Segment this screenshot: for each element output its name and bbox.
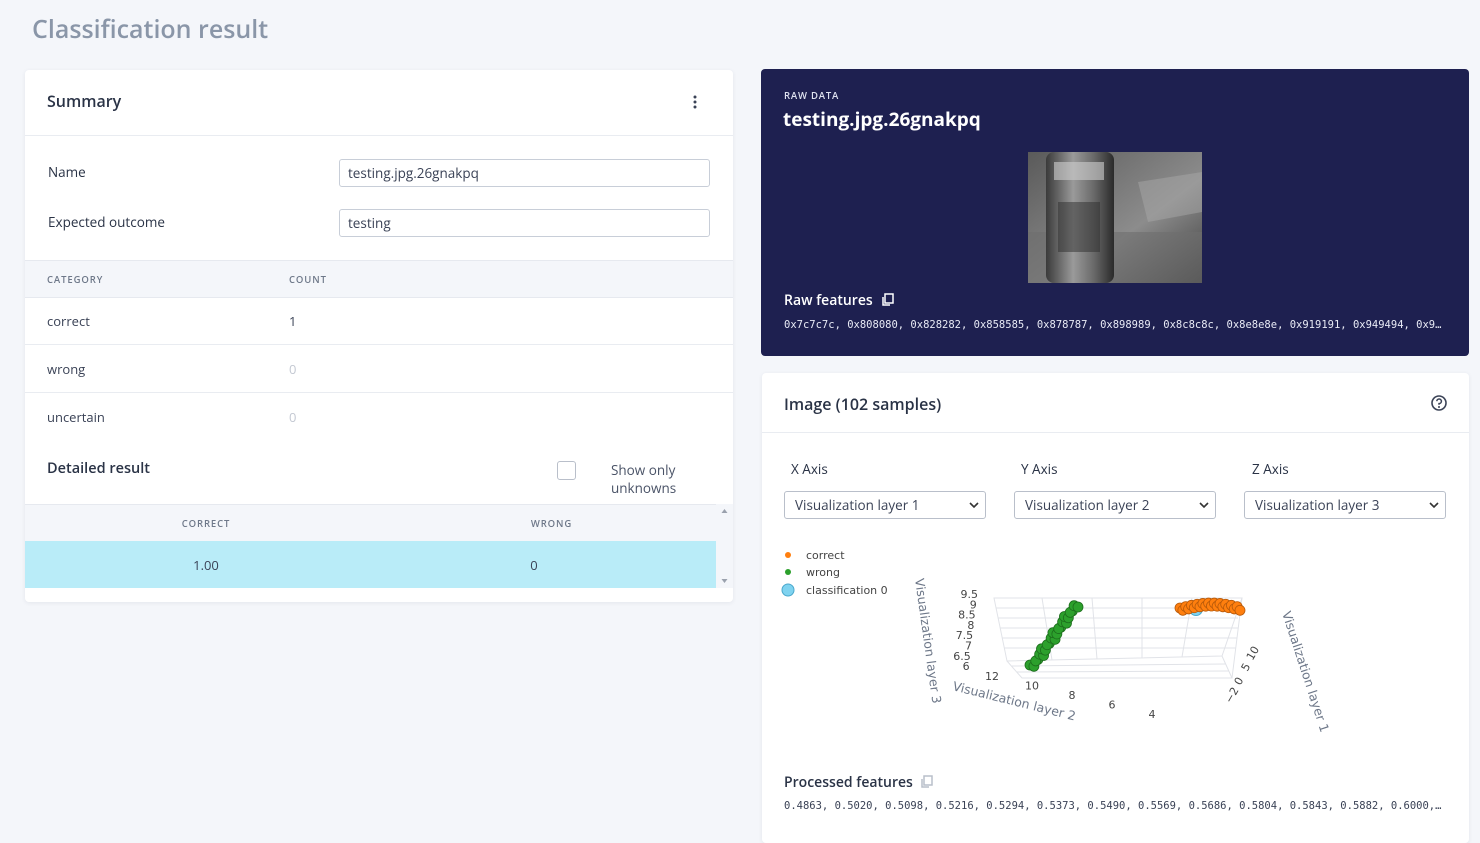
copy-button[interactable] — [881, 293, 895, 307]
y-tick-labels: 12 10 8 6 4 — [985, 670, 1156, 721]
x-tick-label: 10 — [1244, 644, 1262, 663]
visualization-card: Image (102 samples) X Axis Y Axis Z Axis… — [762, 373, 1469, 843]
divider — [25, 344, 733, 345]
scatter-3d: correct wrong classification 0 9.598.587… — [781, 549, 1332, 734]
category-cell: uncertain — [47, 408, 105, 426]
result-header: CORRECT WRONG — [25, 504, 716, 542]
axis-title: Visualization layer 1 — [1279, 609, 1332, 734]
y-axis-select[interactable]: Visualization layer 2 — [1014, 491, 1216, 519]
legend-marker — [785, 552, 791, 558]
card-title: Summary — [47, 90, 122, 112]
axis-select-label: X Axis — [791, 460, 828, 478]
y-tick-label: 6 — [1109, 699, 1116, 712]
count-cell: 1 — [289, 312, 297, 330]
column-header: CATEGORY — [47, 273, 104, 286]
legend-marker — [785, 569, 791, 575]
z-tick-label: 8 — [967, 619, 974, 632]
category-cell: wrong — [47, 360, 86, 378]
chevron — [969, 502, 979, 509]
z-tick-label: 6 — [963, 660, 970, 673]
axis-select-label: Z Axis — [1252, 460, 1289, 478]
checkbox-label[interactable]: Show only unknowns — [611, 461, 677, 497]
count-cell: 0 — [289, 408, 297, 426]
axis-title: Visualization layer 3 — [912, 577, 944, 704]
select-value: Visualization layer 3 — [1255, 496, 1380, 514]
outcome-input[interactable]: testing — [339, 209, 710, 237]
menu-button[interactable] — [691, 94, 699, 110]
section-label: RAW DATA — [784, 89, 840, 102]
z-tick-label: 7.5 — [956, 629, 974, 642]
category-cell: correct — [47, 312, 90, 330]
help-button[interactable] — [1430, 394, 1448, 412]
section-title: Processed features — [784, 773, 913, 792]
plot-point — [1234, 604, 1246, 616]
legend-label: classification 0 — [806, 584, 888, 597]
axis-select-label: Y Axis — [1021, 460, 1058, 478]
z-tick-label: 9 — [970, 598, 977, 611]
chevron — [1429, 502, 1439, 509]
raw-data-card: RAW DATA testing.jpg.26gnakpq Raw featur… — [761, 69, 1469, 356]
count-cell: 0 — [289, 360, 297, 378]
scrollbar[interactable] — [716, 504, 733, 588]
z-tick-label: 8.5 — [958, 609, 976, 622]
legend-marker — [781, 583, 795, 597]
z-tick-label: 7 — [965, 640, 972, 653]
z-axis-select[interactable]: Visualization layer 3 — [1244, 491, 1446, 519]
section-title: Raw features — [784, 291, 873, 310]
z-tick-labels: 9.598.587.576.56 — [953, 588, 978, 673]
page-title: Classification result — [32, 12, 269, 46]
y-tick-label: 10 — [1025, 680, 1039, 693]
x-tick-label: −2 — [1222, 685, 1241, 706]
divider — [25, 135, 733, 136]
axis-title: Visualization layer 2 — [951, 678, 1077, 723]
x-tick-label: 5 — [1239, 661, 1254, 674]
copy-button[interactable] — [920, 775, 934, 789]
select-value: Visualization layer 2 — [1025, 496, 1150, 514]
y-tick-label: 12 — [985, 670, 999, 683]
sample-image — [1028, 152, 1202, 283]
processed-features: 0.4863, 0.5020, 0.5098, 0.5216, 0.5294, … — [784, 800, 1444, 812]
column-header: WRONG — [530, 517, 573, 530]
name-input[interactable]: testing.jpg.26gnakpq — [339, 159, 710, 187]
section-title: Detailed result — [47, 459, 151, 478]
divider — [762, 432, 1469, 433]
field-label: Name — [48, 163, 86, 181]
column-header: CORRECT — [181, 517, 231, 530]
z-tick-label: 6.5 — [953, 650, 971, 663]
y-tick-label: 8 — [1069, 689, 1076, 702]
result-cell: 0 — [530, 556, 538, 574]
y-tick-label: 4 — [1149, 708, 1156, 721]
column-header: COUNT — [289, 273, 327, 286]
table-header: CATEGORY COUNT — [25, 260, 733, 298]
legend-label: wrong — [806, 566, 840, 579]
checkbox[interactable] — [557, 461, 576, 480]
raw-features: 0x7c7c7c, 0x808080, 0x828282, 0x858585, … — [784, 319, 1444, 331]
plot-point — [1072, 601, 1084, 613]
x-axis-select[interactable]: Visualization layer 1 — [784, 491, 986, 519]
legend: correct wrong classification 0 — [781, 549, 888, 597]
card-title: Image (102 samples) — [784, 393, 942, 415]
select-value: Visualization layer 1 — [795, 496, 920, 514]
result-row[interactable]: 1.00 0 — [25, 541, 716, 588]
divider — [25, 392, 733, 393]
sample-title: testing.jpg.26gnakpq — [783, 106, 981, 132]
x-tick-label: 0 — [1232, 675, 1247, 688]
chevron — [1199, 502, 1209, 509]
result-cell: 1.00 — [193, 556, 219, 574]
z-tick-label: 9.5 — [961, 588, 979, 601]
field-label: Expected outcome — [48, 213, 165, 231]
summary-card: Summary Name testing.jpg.26gnakpq Expect… — [25, 70, 733, 602]
legend-label: correct — [806, 549, 845, 562]
plot-points — [1024, 597, 1246, 672]
